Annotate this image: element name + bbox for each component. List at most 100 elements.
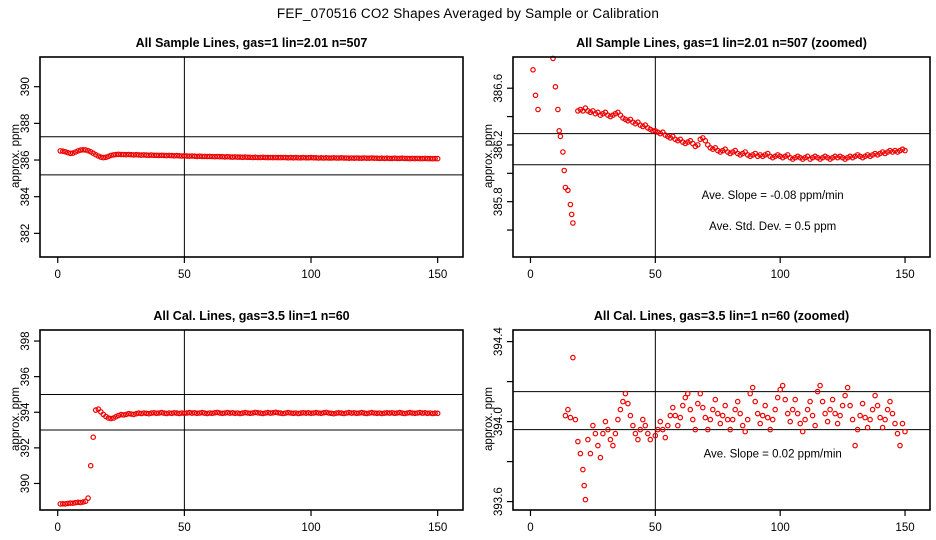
- data-point: [625, 400, 631, 407]
- data-point: [630, 422, 636, 429]
- x-tick-label: 100: [771, 522, 790, 534]
- data-point: [67, 150, 74, 157]
- data-point: [615, 416, 621, 423]
- data-point: [839, 402, 846, 409]
- data-point: [572, 416, 579, 423]
- data-point: [146, 152, 152, 159]
- data-point: [171, 153, 178, 159]
- data-point: [660, 426, 666, 433]
- data-point: [832, 410, 838, 417]
- data-point: [632, 430, 639, 437]
- x-tick-label: 50: [649, 269, 662, 281]
- data-point: [315, 155, 322, 161]
- data-point: [532, 92, 539, 99]
- data-point: [419, 410, 426, 416]
- data-point: [710, 406, 716, 413]
- data-point: [219, 153, 226, 160]
- data-point: [237, 154, 243, 160]
- data-point: [214, 409, 221, 416]
- data-point: [902, 428, 908, 435]
- data-point: [141, 152, 147, 158]
- data-point: [617, 406, 624, 413]
- data-point: [67, 500, 74, 506]
- data-point: [310, 155, 317, 161]
- data-point: [581, 482, 588, 489]
- data-point: [759, 412, 766, 419]
- data-point: [168, 410, 175, 417]
- data-point: [287, 410, 294, 416]
- data-point: [715, 410, 721, 417]
- data-point: [189, 153, 195, 159]
- data-point: [600, 430, 606, 437]
- data-point: [143, 152, 150, 158]
- data-point: [637, 426, 644, 433]
- data-point: [429, 155, 436, 162]
- data-point: [136, 152, 142, 158]
- data-point: [310, 410, 317, 416]
- data-point: [247, 154, 254, 161]
- data-point: [610, 442, 616, 449]
- data-point: [874, 402, 881, 409]
- data-point: [181, 153, 188, 159]
- y-tick-label: 388: [20, 114, 32, 133]
- plot-frame: [512, 56, 931, 258]
- data-point: [115, 412, 122, 419]
- data-point: [257, 154, 264, 161]
- data-point: [620, 398, 626, 405]
- data-point: [65, 500, 71, 507]
- data-point: [366, 410, 373, 416]
- data-point: [869, 406, 876, 413]
- data-point: [424, 155, 431, 162]
- data-point: [389, 410, 395, 416]
- data-point: [530, 66, 536, 73]
- data-point: [894, 430, 901, 437]
- data-point: [80, 147, 86, 153]
- data-point: [133, 410, 140, 417]
- data-point: [556, 128, 563, 134]
- data-point: [877, 414, 883, 421]
- data-point: [414, 155, 421, 162]
- data-point: [348, 410, 355, 416]
- data-point: [113, 151, 119, 158]
- data-point: [396, 409, 403, 416]
- data-point: [313, 155, 319, 161]
- data-point: [280, 154, 287, 161]
- data-point: [627, 412, 634, 419]
- data-point: [123, 411, 129, 418]
- data-point: [217, 153, 223, 160]
- data-point: [120, 412, 127, 418]
- data-point: [338, 155, 345, 161]
- plot-title-top-left: All Sample Lines, gas=1 lin=2.01 n=507: [135, 36, 368, 50]
- data-point: [376, 155, 383, 162]
- y-tick-label: 386: [20, 150, 32, 169]
- data-point: [65, 149, 71, 156]
- data-point: [854, 426, 861, 433]
- data-point: [110, 152, 117, 158]
- data-point: [191, 410, 198, 416]
- data-point: [394, 155, 400, 162]
- data-point: [702, 137, 709, 144]
- data-point: [80, 499, 86, 505]
- data-point: [399, 410, 406, 416]
- data-point: [161, 410, 167, 416]
- data-point: [60, 148, 66, 155]
- data-point: [85, 147, 91, 154]
- data-point: [247, 410, 254, 417]
- data-point: [328, 155, 335, 161]
- annotation-text: Ave. Slope = 0.02 ppm/min: [704, 449, 842, 461]
- data-point: [270, 410, 276, 416]
- data-point: [672, 412, 679, 419]
- y-tick-label: 396: [20, 367, 32, 386]
- data-point: [257, 410, 264, 416]
- data-point: [412, 155, 418, 162]
- data-point: [351, 410, 357, 416]
- data-point: [138, 152, 145, 158]
- data-point: [607, 436, 614, 443]
- data-point: [680, 402, 686, 409]
- data-point: [368, 155, 375, 161]
- data-point: [115, 151, 122, 158]
- data-point: [227, 154, 233, 160]
- data-point: [204, 153, 211, 160]
- data-point: [784, 410, 791, 417]
